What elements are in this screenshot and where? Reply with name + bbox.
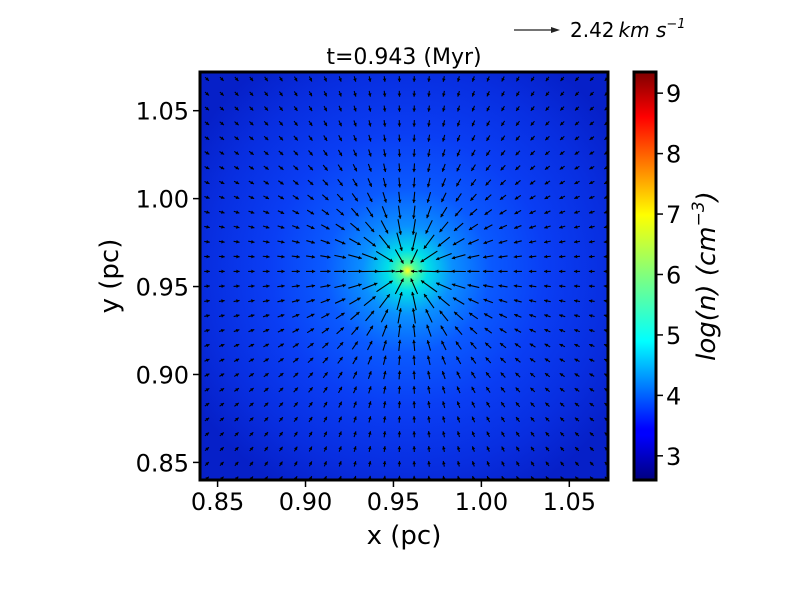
colorbar-tick-label: 5 — [666, 322, 681, 350]
reference-vector-exponent: −1 — [666, 17, 685, 32]
colorbar-label: log(n) (cm−3) — [689, 191, 722, 361]
colorbar — [634, 72, 656, 480]
reference-vector-unit: km s — [619, 18, 667, 42]
x-axis-ticks: 0.85 0.90 0.95 1.00 1.05 — [191, 480, 596, 516]
y-axis-ticks: 0.85 0.90 0.95 1.00 1.05 — [136, 98, 200, 478]
colorbar-label-close: ) — [692, 191, 722, 203]
y-tick-label: 0.95 — [136, 274, 189, 302]
colorbar-tick-label: 6 — [666, 261, 681, 289]
y-tick-label: 0.85 — [136, 449, 189, 477]
y-tick-label: 0.90 — [136, 361, 189, 389]
x-tick-label: 1.00 — [455, 488, 508, 516]
colorbar-tick-label: 3 — [666, 443, 681, 471]
y-axis-label: y (pc) — [95, 239, 125, 314]
x-tick-label: 0.95 — [367, 488, 420, 516]
x-tick-label: 0.85 — [191, 488, 244, 516]
chart-title: t=0.943 (Myr) — [326, 45, 481, 70]
colorbar-tick-label: 7 — [666, 201, 681, 229]
x-axis-label: x (pc) — [367, 521, 442, 551]
x-tick-label: 0.90 — [279, 488, 332, 516]
x-tick-label: 1.05 — [543, 488, 596, 516]
reference-vector-value: 2.42 — [570, 18, 615, 42]
y-tick-label: 1.05 — [136, 98, 189, 126]
colorbar-tick-label: 8 — [666, 141, 681, 169]
reference-arrow-head — [551, 27, 560, 33]
colorbar-label-main: log(n) (cm — [692, 226, 722, 360]
colorbar-tick-label: 4 — [666, 382, 681, 410]
colorbar-tick-label: 9 — [666, 80, 681, 108]
y-tick-label: 1.00 — [136, 186, 189, 214]
colorbar-label-sup: −3 — [689, 201, 709, 226]
colorbar-ticks: 3 4 5 6 7 8 9 — [656, 80, 681, 471]
